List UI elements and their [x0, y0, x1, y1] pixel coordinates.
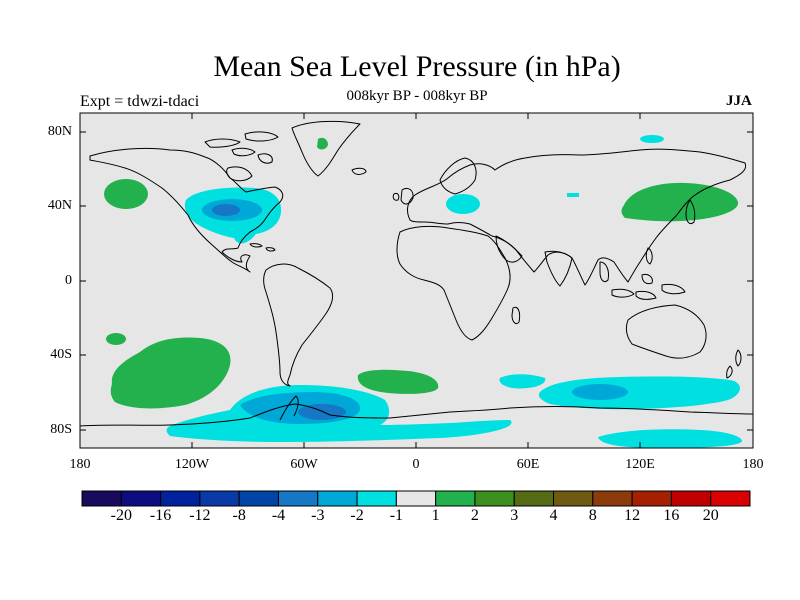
colorbar-label: 16	[663, 507, 680, 524]
lon-ticks	[79, 113, 754, 448]
lat-label: 40N	[47, 198, 72, 213]
colorbar-box	[238, 490, 279, 507]
colorbar-box	[710, 490, 751, 507]
colorbar-box	[513, 490, 555, 507]
colorbar-box	[631, 490, 672, 507]
lon-label: 60E	[516, 457, 540, 472]
anomaly-region	[621, 182, 739, 222]
lat-label: 80S	[50, 422, 72, 437]
lon-label: 120W	[174, 457, 210, 472]
experiment-label: Expt = tdwzi-tdaci	[80, 93, 200, 110]
lon-label: 60W	[290, 457, 318, 472]
colorbar-box	[395, 490, 437, 507]
colorbar-label: 4	[549, 507, 558, 524]
colorbar-box	[199, 490, 240, 507]
colorbar-box	[356, 490, 397, 507]
anomaly-fills	[104, 135, 742, 448]
coastlines	[80, 120, 753, 427]
colorbar-label: -16	[149, 507, 172, 524]
colorbar-box	[474, 490, 515, 507]
colorbar-label: 12	[624, 507, 641, 524]
lat-label: 80N	[47, 124, 72, 139]
lon-label: 0	[412, 457, 420, 472]
colorbar-box	[435, 490, 476, 507]
colorbar-box	[553, 490, 594, 507]
colorbar-label: -20	[110, 507, 132, 524]
lat-ticks	[80, 131, 753, 431]
anomaly-region	[499, 374, 546, 389]
colorbar-label: -8	[232, 507, 246, 524]
anomaly-region	[640, 135, 664, 143]
anomaly-region	[110, 337, 231, 409]
colorbar-label: -12	[189, 507, 211, 524]
colorbar-box	[277, 490, 319, 507]
lon-label: 180	[742, 457, 764, 472]
map-subtitle: 008kyr BP - 008kyr BP	[346, 88, 488, 104]
lon-label: 180	[69, 457, 91, 472]
colorbar-label: 8	[588, 507, 597, 524]
anomaly-region	[212, 204, 240, 216]
lon-label: 120E	[625, 457, 655, 472]
lat-label: 0	[65, 273, 72, 288]
colorbar-box	[670, 490, 712, 507]
anomaly-region	[106, 333, 126, 345]
colorbar-label: 2	[470, 507, 479, 524]
anomaly-region	[357, 369, 439, 394]
colorbar-label: 3	[510, 507, 519, 524]
season-label: JJA	[726, 93, 752, 109]
colorbar-box	[592, 490, 633, 507]
anomaly-region	[572, 384, 628, 400]
colorbar-label: 1	[431, 507, 440, 524]
anomaly-region	[567, 193, 579, 197]
colorbar-label: -4	[271, 507, 286, 524]
colorbar-label: 20	[702, 507, 719, 524]
colorbar-label: -2	[350, 507, 364, 524]
colorbar-box	[81, 490, 122, 507]
anomaly-region	[317, 137, 328, 150]
colorbar-box	[120, 490, 162, 507]
colorbar-label: -3	[311, 507, 325, 524]
anomaly-region	[446, 194, 480, 214]
colorbar-label: -1	[389, 507, 404, 524]
lat-label: 40S	[50, 347, 72, 362]
colorbar	[81, 490, 751, 507]
colorbar-box	[317, 490, 358, 507]
colorbar-box	[160, 490, 201, 507]
anomaly-region	[598, 429, 742, 448]
anomaly-region	[104, 179, 148, 209]
map-title: Mean Sea Level Pressure (in hPa)	[213, 50, 621, 83]
